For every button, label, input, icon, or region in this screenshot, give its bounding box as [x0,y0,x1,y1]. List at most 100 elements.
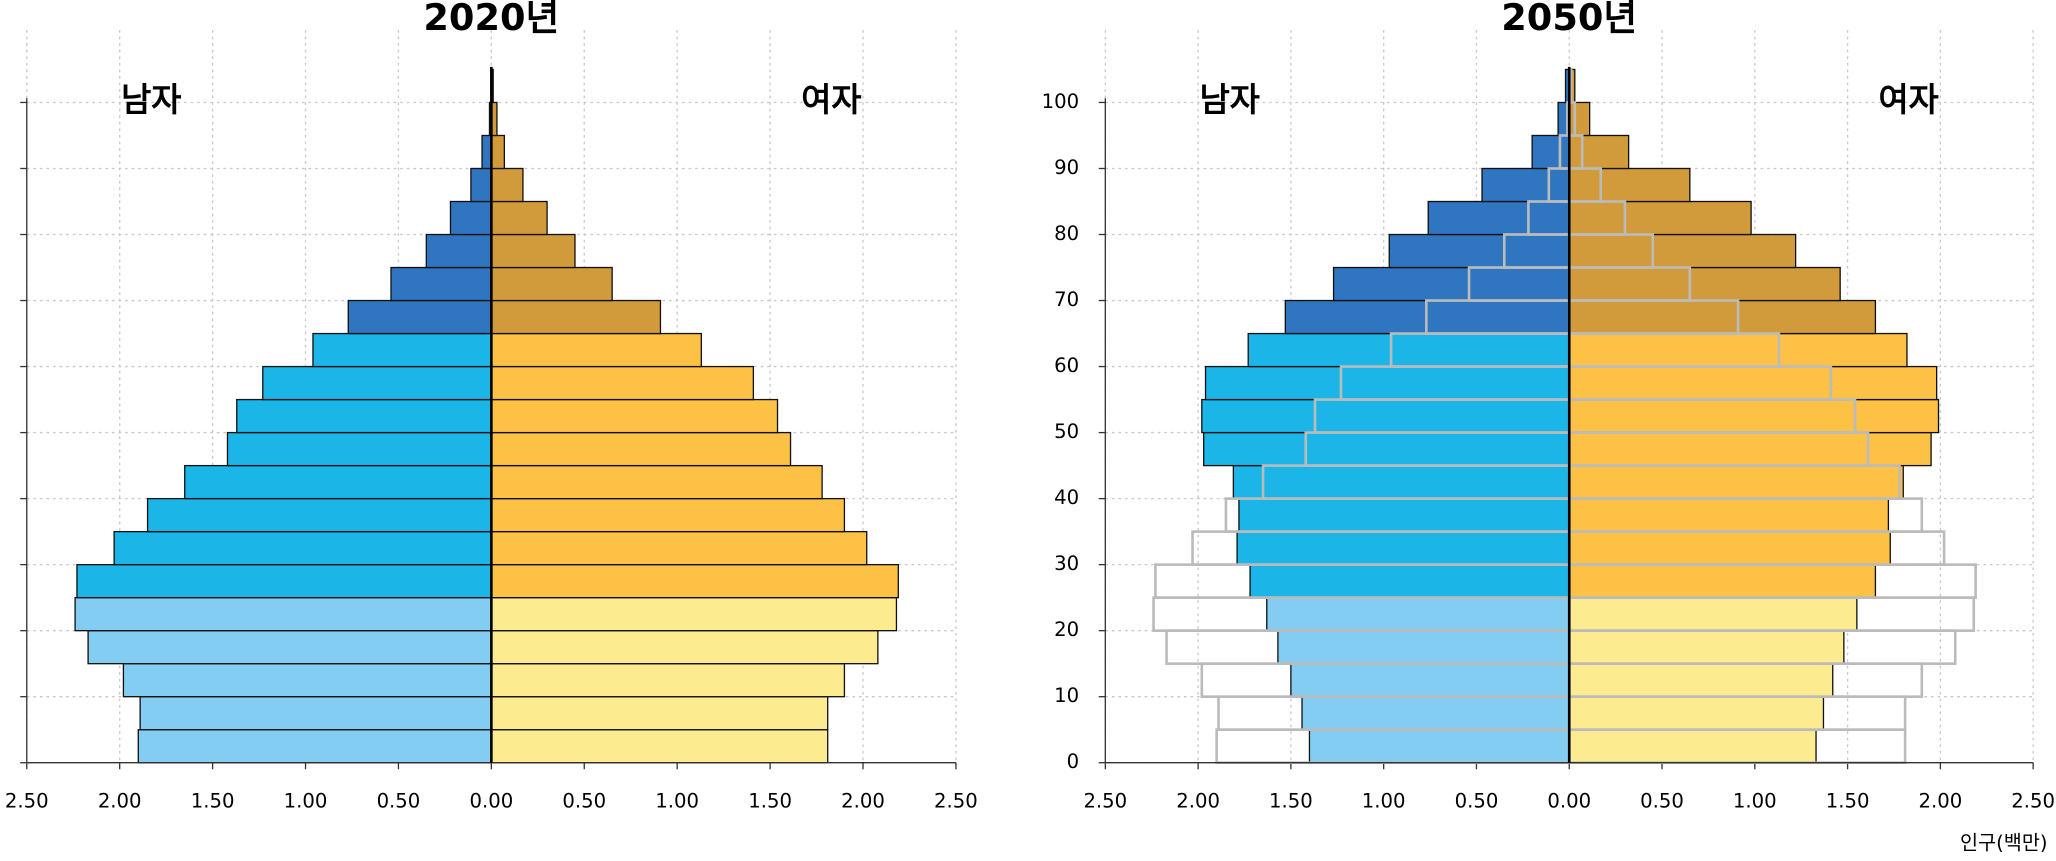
x-tick-label: 2.00 [1176,790,1220,813]
chart-title: 2050년 [1501,0,1637,39]
bar [490,398,779,434]
bar [490,630,879,665]
y-tick-label: 10 [1054,684,1079,707]
bar [390,266,493,302]
bar [1249,563,1570,599]
bar [1201,398,1570,434]
y-tick-label: 20 [1054,618,1079,641]
bar [490,134,506,170]
bar [1277,630,1570,665]
bar [490,233,576,269]
bar [490,167,524,203]
bar [1266,596,1570,632]
bar [184,464,493,500]
bar [490,266,613,302]
bar [481,134,493,170]
bar [1568,729,1817,764]
bar [1568,200,1752,236]
bar [1568,663,1834,698]
chart-title: 2020년 [423,0,559,39]
bar [490,200,548,236]
bar [1568,563,1877,599]
x-tick-label: 1.50 [748,790,792,813]
bar [1568,696,1825,731]
bar [1232,464,1570,500]
side-label: 남자 [1200,81,1260,119]
x-tick-label: 0.00 [1547,790,1591,813]
x-tick-label: 1.00 [1733,790,1777,813]
y-tick-label: 60 [1054,354,1079,377]
bar [1308,729,1570,764]
bar [490,696,829,731]
x-tick-label: 2.50 [5,790,49,813]
bar [139,696,493,731]
x-tick-label: 2.00 [841,790,885,813]
bar [1238,497,1570,533]
x-tick-label: 0.50 [1455,790,1499,813]
bar [1427,200,1570,236]
bar [1568,101,1591,137]
bar [490,596,898,632]
bar [1203,431,1570,467]
x-tick-label: 0.50 [562,790,606,813]
bar [425,233,493,269]
bar [490,497,846,533]
y-tick-label: 80 [1054,222,1079,245]
bar [1568,596,1858,632]
bar [1388,233,1570,269]
x-tick-label: 2.00 [1919,790,1963,813]
bar [490,464,823,500]
bar [1204,365,1570,401]
bar [1568,134,1630,170]
bar [236,398,493,434]
bar [1568,398,1940,434]
y-tick-label: 100 [1042,90,1080,113]
bar [1568,167,1691,203]
bar [1301,696,1570,731]
x-tick-label: 1.50 [1269,790,1313,813]
bar [490,530,868,566]
bar [490,365,755,401]
bar [490,663,846,698]
bar [312,332,493,368]
bar [470,167,493,203]
bar [146,497,493,533]
bar [1568,332,1908,368]
bar [76,563,493,599]
bar [137,729,493,764]
bar [74,596,493,632]
x-tick-label: 1.50 [1826,790,1870,813]
x-axis-label: 인구(백만) [1960,831,2048,854]
bar [490,299,662,335]
bar [1236,530,1570,566]
bar [122,663,493,698]
x-tick-label: 0.50 [1640,790,1684,813]
bar [1247,332,1570,368]
bar [113,530,493,566]
bar [490,332,702,368]
bar [1568,431,1932,467]
bar [262,365,493,401]
bar [1568,266,1841,302]
bar [1290,663,1570,698]
x-tick-label: 2.50 [1083,790,1127,813]
bar [449,200,493,236]
bar [1568,233,1797,269]
x-tick-label: 1.00 [655,790,699,813]
y-tick-label: 90 [1054,156,1079,179]
bar [1531,134,1570,170]
y-tick-label: 50 [1054,420,1079,443]
y-tick-label: 40 [1054,486,1079,509]
bar [226,431,493,467]
x-tick-label: 2.00 [98,790,142,813]
bar [490,431,792,467]
side-label: 남자 [121,81,181,119]
side-label: 여자 [1879,81,1939,119]
bar [1568,365,1938,401]
bar [1481,167,1570,203]
bar [1332,266,1570,302]
side-label: 여자 [801,81,861,119]
bar [490,563,899,599]
y-tick-label: 30 [1054,552,1079,575]
